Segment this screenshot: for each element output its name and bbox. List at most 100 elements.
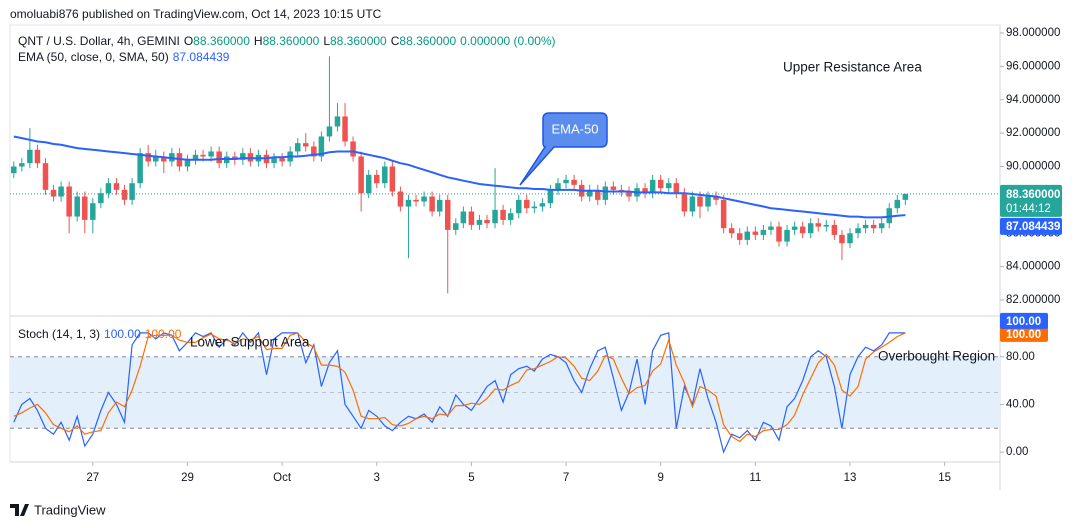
legend-change: 0.000000 (0.00%) — [460, 34, 556, 48]
footer: TradingView — [34, 502, 106, 517]
candle-body — [453, 223, 459, 230]
candle-body — [342, 116, 348, 142]
legend-symbol: QNT / U.S. Dollar, 4h, GEMINI — [18, 34, 180, 48]
y-tick-label: 84.000000 — [1006, 261, 1060, 273]
candle-body — [768, 226, 774, 230]
candle-body — [539, 203, 546, 207]
legend-field-label: C — [390, 34, 400, 48]
header: omoluabi876 published on TradingView.com… — [10, 7, 382, 21]
candle-body — [303, 143, 309, 147]
candle-body — [649, 179, 656, 194]
candle-body — [760, 229, 767, 235]
candle-body — [563, 179, 569, 184]
y-tick-label: 98.000000 — [1006, 27, 1060, 39]
candle-body — [358, 156, 364, 194]
candle-body — [555, 183, 561, 190]
candle-body — [847, 233, 853, 244]
candle-body — [350, 141, 356, 157]
candle-body — [665, 183, 672, 189]
candle-body — [365, 174, 372, 194]
y-tick-label: 92.000000 — [1006, 127, 1060, 139]
candle-body — [50, 189, 57, 197]
x-tick-label: 15 — [938, 472, 951, 484]
candle-body — [42, 163, 49, 190]
legend-row: EMA (50, close, 0, SMA, 50) 87.084439 — [18, 49, 560, 65]
candle-body — [334, 116, 341, 127]
candle-body — [318, 136, 325, 157]
candle-body — [602, 186, 609, 200]
candle-body — [515, 199, 522, 214]
annotation: Upper Resistance Area — [783, 60, 922, 75]
candle-body — [11, 166, 17, 174]
candle-body — [311, 146, 317, 157]
x-tick-label: 11 — [749, 472, 761, 484]
legend-row: QNT / U.S. Dollar, 4h, GEMINI O88.360000 H… — [18, 33, 560, 49]
axes: 82.00000084.00000086.00000088.00000090.0… — [86, 27, 1062, 484]
candle-body — [776, 226, 782, 242]
candle-body — [831, 224, 838, 235]
logo-icon — [10, 504, 29, 516]
candle-body — [870, 224, 877, 229]
candle-body — [271, 158, 277, 164]
legend-stoch-value: 100.00 — [104, 327, 141, 341]
last-price-box — [1000, 184, 1062, 217]
candle-body — [468, 211, 475, 225]
candle-body — [161, 156, 167, 162]
x-tick-label: 27 — [86, 472, 99, 484]
stoch-value-box — [1000, 312, 1048, 329]
legend-stoch-name: Stoch (14, 1, 3) — [18, 327, 101, 341]
candle-body — [878, 223, 885, 229]
candle-body — [34, 149, 41, 164]
candle-body — [673, 183, 680, 194]
candle-body — [855, 228, 861, 234]
candle-body — [460, 211, 467, 224]
candle-body — [610, 186, 617, 190]
y-tick-label: 94.000000 — [1006, 94, 1060, 106]
candle-body — [586, 189, 593, 197]
y-tick-label: 40.00 — [1006, 398, 1035, 410]
candle-body — [752, 231, 759, 235]
candle-body — [27, 149, 33, 164]
candle-body — [200, 154, 206, 157]
candle-body — [429, 196, 435, 212]
candle-body — [657, 179, 664, 189]
candle-body — [105, 183, 112, 194]
legend-field-value: 88.360000 — [193, 34, 250, 48]
candle-body — [862, 224, 869, 229]
candle-body — [823, 224, 830, 227]
candle-body — [58, 186, 64, 197]
annotation: Overbought Region — [878, 349, 995, 364]
candle-body — [492, 209, 498, 224]
legend-field-label: H — [253, 34, 263, 48]
candle-body — [595, 189, 601, 200]
candle-body — [121, 189, 128, 200]
ema-price-label: 87.084439 — [1006, 221, 1060, 233]
candle-body — [113, 183, 120, 190]
candle-body — [476, 219, 483, 225]
ema-price-box — [1000, 217, 1062, 235]
candle-body — [507, 213, 514, 220]
candle-body — [744, 231, 751, 240]
x-tick-label: 7 — [563, 472, 569, 484]
legend-field-value: 88.360000 — [262, 34, 320, 48]
candle-body — [705, 196, 711, 207]
candle-body — [524, 199, 530, 209]
price-legend: QNT / U.S. Dollar, 4h, GEMINI O88.360000 H… — [18, 33, 560, 65]
candle-body — [74, 196, 80, 217]
candle-body — [279, 158, 285, 162]
candle-body — [153, 156, 159, 162]
candle-body — [184, 159, 191, 167]
legend-field-value: 88.360000 — [330, 34, 387, 48]
candle-body — [784, 229, 790, 242]
stoch-background — [10, 356, 1000, 429]
candle-body — [216, 151, 222, 164]
callout-shape — [519, 112, 608, 186]
candle-body — [791, 226, 798, 230]
candle-body — [421, 196, 427, 202]
candle-body — [500, 209, 506, 220]
countdown-label: 01:44:12 — [1006, 203, 1051, 215]
candle-body — [902, 193, 909, 200]
ema-line — [13, 135, 906, 219]
legend-field-value: 88.360000 — [399, 34, 457, 48]
